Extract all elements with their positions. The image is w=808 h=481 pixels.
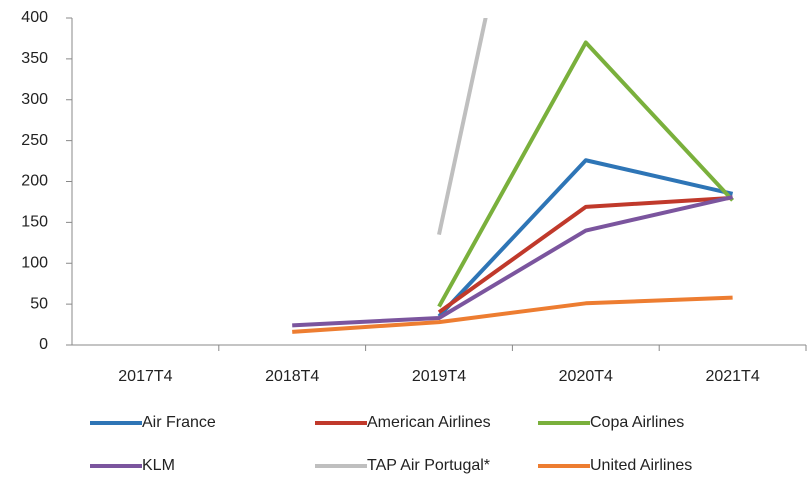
legend-label: Copa Airlines [590,414,684,431]
y-tick-label: 400 [21,9,48,26]
series-line [437,40,735,308]
series-line [437,158,734,318]
legend-label: United Airlines [590,457,692,474]
y-tick-label: 150 [21,214,48,231]
x-tick-label: 2019T4 [412,368,466,385]
y-tick-label: 100 [21,254,48,271]
legend-label: KLM [142,457,175,474]
x-tick-label: 2020T4 [559,368,613,385]
y-tick-label: 250 [21,132,48,149]
series-line [437,18,488,236]
x-tick-label: 2017T4 [118,368,172,385]
x-tick-label: 2018T4 [265,368,319,385]
plot-area [292,18,735,334]
series-line [292,195,734,328]
legend-label: TAP Air Portugal* [367,457,490,474]
series-line [292,295,733,334]
x-tick-label: 2021T4 [705,368,759,385]
y-tick-label: 0 [39,336,48,353]
y-tick-label: 350 [21,50,48,67]
y-tick-label: 200 [21,173,48,190]
y-tick-label: 300 [21,91,48,108]
y-tick-label: 50 [30,295,48,312]
series-line [437,195,733,314]
legend-label: Air France [142,414,216,431]
legend-label: American Airlines [367,414,491,431]
